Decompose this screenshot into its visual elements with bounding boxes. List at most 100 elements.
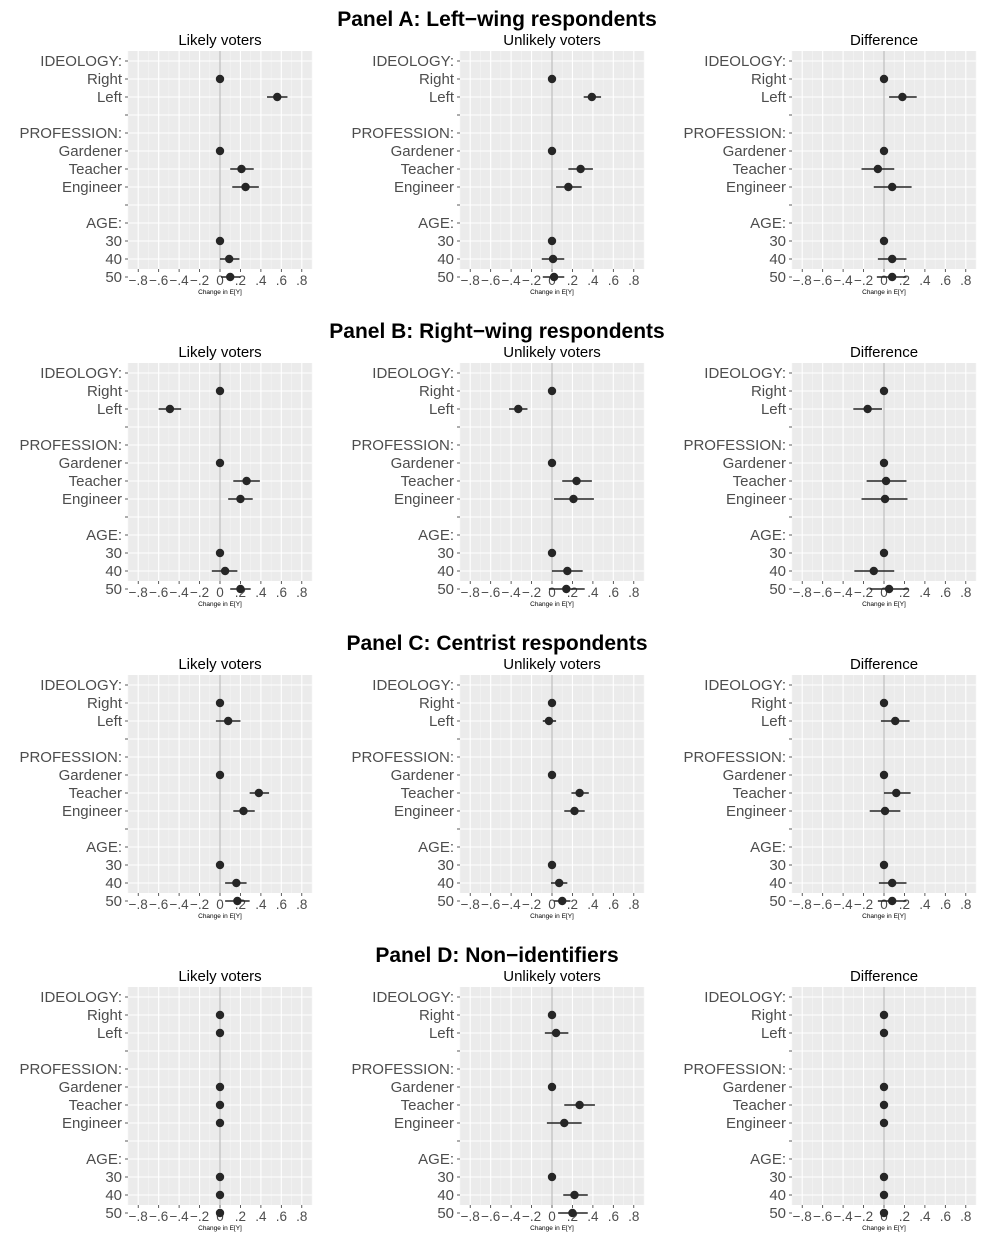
row-label: 40 (437, 563, 454, 580)
subplot-title: Unlikely voters (503, 968, 601, 985)
row-label: Gardener (723, 767, 786, 784)
row-label: PROFESSION: (683, 437, 786, 454)
panel-title: Panel C: Centrist respondents (346, 632, 647, 655)
x-axis-label: Change in E[Y] (198, 1225, 242, 1232)
row-label: PROFESSION: (683, 1061, 786, 1078)
row-label: Gardener (391, 767, 454, 784)
row-label: 50 (437, 1205, 454, 1222)
x-tick-label: −.4 (502, 273, 522, 288)
point-estimate (215, 1010, 225, 1020)
row-label: Gardener (391, 455, 454, 472)
x-tick-label: .8 (960, 897, 971, 912)
x-tick-label: −.6 (149, 273, 168, 288)
point-estimate (215, 548, 225, 558)
x-tick-label: .4 (919, 1209, 931, 1224)
row-label: AGE: (750, 215, 786, 232)
x-tick-label: −.6 (481, 897, 500, 912)
row-label: Teacher (69, 161, 122, 178)
x-tick-label: −.2 (522, 585, 541, 600)
point-estimate (879, 770, 889, 780)
point-estimate (215, 1082, 225, 1092)
x-axis-label: Change in E[Y] (862, 1225, 906, 1232)
x-tick-label: .6 (608, 897, 619, 912)
point-estimate (242, 476, 251, 486)
x-tick-label: −.2 (854, 1209, 873, 1224)
point-estimate (220, 566, 230, 576)
row-label: 40 (769, 1187, 786, 1204)
subplot-title: Difference (850, 32, 918, 49)
row-label: Engineer (726, 803, 786, 820)
row-label: 30 (437, 233, 454, 250)
x-tick-label: .4 (255, 585, 267, 600)
x-tick-label: −.2 (190, 273, 209, 288)
point-estimate (879, 146, 889, 156)
x-tick-label: .2 (567, 273, 578, 288)
row-label: IDEOLOGY: (40, 53, 122, 70)
point-estimate (570, 1190, 579, 1200)
x-tick-label: −.6 (813, 897, 832, 912)
subplot-title: Likely voters (178, 968, 261, 985)
x-tick-label: .6 (608, 273, 619, 288)
row-label: 40 (437, 875, 454, 892)
point-estimate (879, 1010, 889, 1020)
row-label: Gardener (391, 143, 454, 160)
point-estimate (215, 74, 225, 84)
point-estimate (547, 458, 557, 468)
row-label: Left (97, 713, 123, 730)
x-axis-label: Change in E[Y] (530, 913, 574, 920)
x-tick-label: −.8 (793, 897, 812, 912)
point-estimate (223, 716, 233, 726)
x-tick-label: −.2 (854, 585, 873, 600)
point-estimate (215, 860, 225, 870)
x-axis-label: Change in E[Y] (198, 913, 242, 920)
row-label: Engineer (394, 1115, 454, 1132)
x-tick-label: −.6 (813, 273, 832, 288)
row-label: Right (87, 71, 123, 88)
x-tick-label: −.8 (461, 1209, 480, 1224)
row-label: IDEOLOGY: (704, 53, 786, 70)
point-estimate (879, 1208, 889, 1218)
row-label: Left (761, 89, 787, 106)
row-label: IDEOLOGY: (372, 53, 454, 70)
x-tick-label: 0 (880, 897, 888, 912)
row-label: AGE: (86, 215, 122, 232)
row-label: 30 (437, 1169, 454, 1186)
row-label: PROFESSION: (351, 1061, 454, 1078)
row-label: Teacher (401, 785, 454, 802)
x-tick-label: −.2 (190, 897, 209, 912)
x-axis-label: Change in E[Y] (862, 913, 906, 920)
point-estimate (879, 1118, 889, 1128)
row-label: Engineer (726, 491, 786, 508)
row-label: 40 (105, 1187, 122, 1204)
x-tick-label: −.4 (834, 897, 854, 912)
row-label: AGE: (418, 1151, 454, 1168)
point-estimate (215, 1172, 225, 1182)
point-estimate (215, 1190, 225, 1200)
x-tick-label: .4 (255, 1209, 267, 1224)
x-tick-label: .8 (628, 1209, 639, 1224)
row-label: 50 (769, 581, 786, 598)
row-label: 30 (769, 857, 786, 874)
point-estimate (554, 878, 564, 888)
row-label: Teacher (69, 473, 122, 490)
row-label: AGE: (750, 527, 786, 544)
row-label: Engineer (62, 1115, 122, 1132)
row-label: Teacher (69, 1097, 122, 1114)
x-tick-label: .8 (296, 897, 307, 912)
row-label: Engineer (62, 803, 122, 820)
x-tick-label: −.8 (793, 1209, 812, 1224)
x-tick-label: .2 (567, 897, 578, 912)
row-label: Right (87, 695, 123, 712)
x-tick-label: 0 (216, 897, 224, 912)
row-label: Engineer (726, 1115, 786, 1132)
row-label: Teacher (401, 161, 454, 178)
x-tick-label: .4 (587, 897, 599, 912)
point-estimate (562, 584, 571, 594)
x-tick-label: .8 (960, 273, 971, 288)
point-estimate (568, 1208, 577, 1218)
row-label: 50 (105, 581, 122, 598)
